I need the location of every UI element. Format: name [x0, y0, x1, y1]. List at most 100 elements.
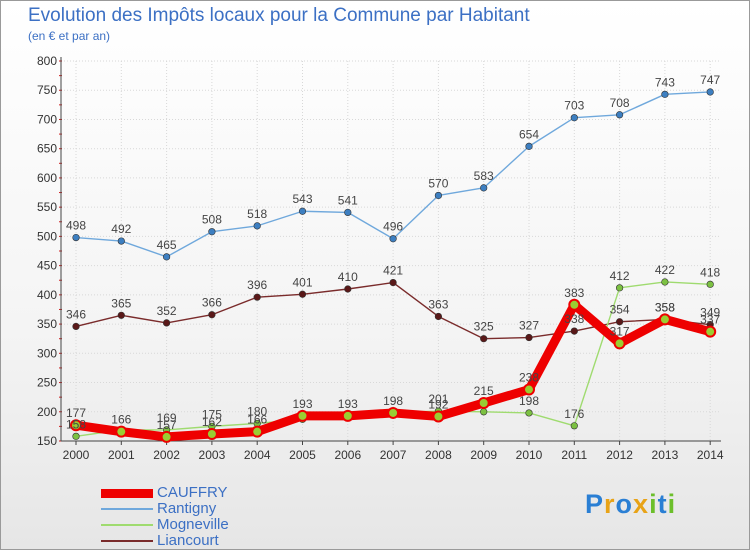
data-point-rantigny: [389, 235, 397, 243]
data-point-rantigny: [208, 228, 216, 236]
x-tick-label: 2006: [334, 448, 361, 462]
data-label-rantigny: 747: [700, 73, 720, 87]
data-label-rantigny: 743: [655, 75, 675, 89]
proxiti-logo: Proxiti: [585, 489, 676, 520]
x-tick-label: 2014: [697, 448, 724, 462]
data-point-liancourt: [298, 290, 307, 298]
data-point-liancourt: [434, 312, 443, 321]
data-label-liancourt: 352: [157, 304, 177, 318]
y-tick-label: 250: [37, 376, 57, 390]
data-label-cauffry: 162: [202, 415, 222, 429]
data-point-cauffry: [568, 298, 581, 311]
data-point-rantigny: [706, 88, 714, 96]
data-label-liancourt: 349: [700, 306, 720, 320]
data-label-liancourt: 396: [247, 278, 267, 292]
legend-swatch: [101, 488, 153, 498]
data-point-mogneville: [661, 278, 669, 286]
legend-item-cauffry: CAUFFRY: [101, 485, 229, 501]
chart-subtitle: (en € et par an): [28, 29, 111, 43]
legend-swatch: [101, 508, 153, 510]
data-label-rantigny: 708: [610, 96, 630, 110]
x-tick-label: 2003: [199, 448, 226, 462]
data-label-mogneville: 201: [428, 392, 448, 406]
data-point-cauffry: [296, 409, 309, 422]
data-point-liancourt: [208, 311, 216, 319]
x-tick-label: 2012: [606, 448, 633, 462]
data-label-cauffry: 166: [247, 413, 267, 427]
y-tick-label: 600: [37, 171, 57, 185]
data-label-rantigny: 570: [428, 176, 448, 190]
legend-label: Liancourt: [157, 532, 219, 549]
legend-label: Rantigny: [157, 500, 217, 517]
data-label-liancourt: 366: [202, 296, 222, 310]
data-label-rantigny: 498: [66, 219, 86, 233]
x-tick-label: 2009: [470, 448, 497, 462]
grid: [61, 60, 721, 442]
legend-swatch: [101, 524, 153, 526]
logo-letter: i: [649, 489, 658, 519]
data-point-rantigny: [480, 184, 488, 192]
data-point-rantigny: [163, 253, 171, 261]
data-point-liancourt: [163, 319, 171, 327]
data-label-mogneville: 169: [157, 411, 177, 425]
data-point-rantigny: [253, 222, 261, 230]
y-tick-label: 500: [37, 229, 57, 243]
data-point-rantigny: [615, 111, 624, 119]
data-label-rantigny: 496: [383, 220, 403, 234]
data-label-rantigny: 508: [202, 213, 222, 227]
data-label-liancourt: 327: [519, 319, 539, 333]
series-layer: [70, 88, 717, 443]
x-tick-label: 2002: [153, 448, 180, 462]
data-label-rantigny: 465: [157, 238, 177, 252]
data-label-liancourt: 346: [66, 307, 86, 321]
logo-letter: P: [585, 489, 605, 519]
y-tick-label: 550: [37, 200, 57, 214]
x-tick-label: 2005: [289, 448, 316, 462]
x-tick-label: 2001: [108, 448, 135, 462]
data-label-cauffry: 166: [111, 413, 131, 427]
data-label-cauffry: 383: [564, 286, 584, 300]
legend-item-liancourt: Liancourt: [101, 533, 229, 549]
data-point-liancourt: [525, 333, 533, 342]
x-tick-label: 2007: [380, 448, 407, 462]
data-point-liancourt: [480, 335, 488, 343]
data-point-cauffry: [658, 313, 671, 326]
data-label-cauffry: 192: [428, 397, 448, 411]
data-label-rantigny: 543: [292, 192, 312, 206]
data-point-liancourt: [72, 322, 80, 331]
legend-item-mogneville: Mogneville: [101, 517, 229, 533]
logo-letter: x: [633, 489, 650, 519]
data-point-cauffry: [432, 410, 445, 423]
data-point-rantigny: [72, 233, 80, 242]
data-label-rantigny: 518: [247, 207, 267, 221]
data-label-cauffry: 337: [700, 313, 720, 327]
data-point-cauffry: [523, 383, 535, 396]
legend-swatch: [101, 540, 153, 542]
y-tick-label: 200: [37, 405, 57, 419]
data-label-liancourt: 358: [655, 300, 675, 314]
data-point-rantigny: [298, 207, 307, 215]
x-tick-label: 2013: [652, 448, 679, 462]
x-tick-label: 2004: [244, 448, 271, 462]
data-point-rantigny: [570, 114, 578, 122]
data-point-liancourt: [253, 293, 261, 301]
data-point-liancourt: [344, 285, 352, 293]
y-tick-label: 300: [37, 346, 57, 360]
data-label-cauffry: 198: [383, 394, 403, 408]
logo-letter: o: [615, 489, 634, 519]
data-label-liancourt: 365: [111, 296, 131, 310]
x-tick-label: 2011: [561, 448, 587, 462]
data-point-liancourt: [389, 278, 397, 287]
data-label-liancourt: 354: [610, 303, 630, 317]
data-point-rantigny: [344, 208, 352, 217]
data-point-liancourt: [570, 327, 578, 335]
data-point-rantigny: [434, 191, 443, 200]
data-label-cauffry: 317: [610, 324, 630, 338]
data-label-cauffry: 193: [292, 397, 312, 411]
legend-label: CAUFFRY: [157, 484, 228, 501]
data-point-cauffry: [341, 409, 354, 422]
data-label-mogneville: 158: [66, 417, 86, 431]
data-point-mogneville: [525, 409, 533, 417]
data-label-cauffry: 177: [66, 406, 86, 420]
